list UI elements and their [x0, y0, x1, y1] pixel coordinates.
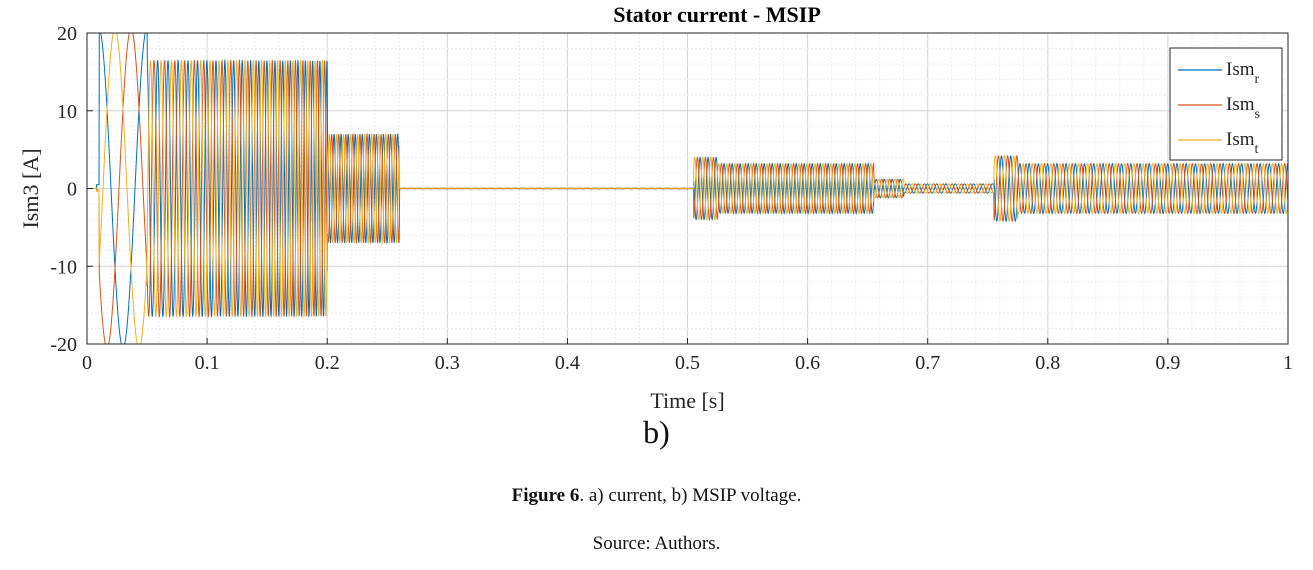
y-axis-label: Ism3 [A]: [18, 148, 43, 228]
legend-box: [1169, 47, 1283, 161]
x-tick-label: 0.9: [1155, 352, 1180, 374]
x-tick-label: 0.7: [915, 352, 940, 374]
source-text: Source: Authors.: [592, 533, 721, 554]
chart-title: Stator current - MSIP: [613, 2, 821, 27]
figure-label: Figure 6: [511, 485, 580, 506]
legend-entry-r: Ismr: [1226, 59, 1260, 87]
x-tick-label: 0.6: [795, 352, 820, 374]
x-tick-label: 0.5: [675, 352, 700, 374]
figure-caption: Figure 6. a) current, b) MSIP voltage.: [0, 485, 1313, 507]
x-tick-label: 0.8: [1035, 352, 1060, 374]
y-tick-label: 0: [67, 179, 77, 201]
legend-entry-s: Isms: [1226, 94, 1260, 122]
series-line-t: [87, 32, 1289, 345]
x-tick-label: 0.4: [555, 352, 580, 374]
x-tick-label: 1: [1283, 352, 1293, 374]
y-tick-label: -20: [50, 334, 77, 356]
x-tick-label: 0.3: [435, 352, 460, 374]
legend: Ismr Isms Ismt: [1169, 47, 1283, 161]
x-tick-label: 0.2: [315, 352, 340, 374]
x-tick-label: 0.1: [195, 352, 220, 374]
axis-ticks: 0 0.1 0.2 0.3 0.4 0.5 0.6 0.7 0.8 0.9 1 20 10 0 -10 -20: [50, 23, 1293, 374]
panel-label: b): [643, 414, 670, 450]
x-tick-label: 0: [82, 352, 92, 374]
y-tick-label: -10: [50, 256, 77, 278]
y-tick-label: 10: [57, 101, 77, 123]
series-lines: [87, 32, 1289, 345]
caption-text: . a) current, b) MSIP voltage.: [579, 485, 802, 506]
legend-entry-t: Ismt: [1226, 129, 1259, 157]
stator-current-chart: 0 0.1 0.2 0.3 0.4 0.5 0.6 0.7 0.8 0.9 1 20 10 0 -10 -20…: [18, 2, 1293, 413]
y-tick-label: 20: [57, 23, 77, 45]
x-axis-label: Time [s]: [650, 388, 724, 413]
